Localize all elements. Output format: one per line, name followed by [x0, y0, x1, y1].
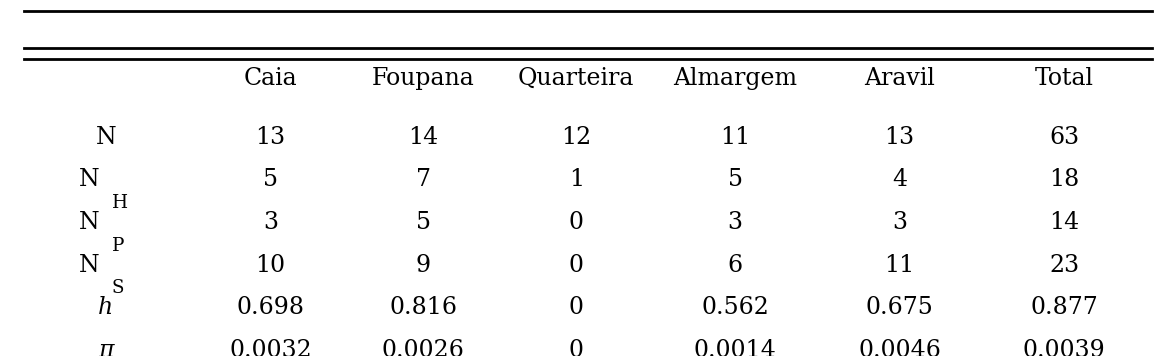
- Text: 3: 3: [728, 211, 742, 234]
- Text: Quarteira: Quarteira: [519, 67, 634, 90]
- Text: 63: 63: [1049, 126, 1080, 148]
- Text: 13: 13: [884, 126, 915, 148]
- Text: 0.562: 0.562: [701, 297, 769, 319]
- Text: Almargem: Almargem: [673, 67, 797, 90]
- Text: 0.0032: 0.0032: [229, 339, 312, 356]
- Text: Total: Total: [1035, 67, 1094, 90]
- Text: 10: 10: [255, 254, 286, 277]
- Text: 14: 14: [408, 126, 439, 148]
- Text: 7: 7: [416, 168, 430, 191]
- Text: π: π: [98, 339, 114, 356]
- Text: 0.698: 0.698: [236, 297, 305, 319]
- Text: 4: 4: [893, 168, 907, 191]
- Text: N: N: [79, 211, 100, 234]
- Text: 12: 12: [561, 126, 592, 148]
- Text: 0: 0: [569, 254, 583, 277]
- Text: 6: 6: [728, 254, 742, 277]
- Text: N: N: [95, 126, 116, 148]
- Text: P: P: [112, 237, 125, 255]
- Text: 0.0026: 0.0026: [382, 339, 465, 356]
- Text: Caia: Caia: [243, 67, 298, 90]
- Text: 11: 11: [884, 254, 915, 277]
- Text: H: H: [112, 194, 128, 212]
- Text: S: S: [112, 279, 125, 297]
- Text: Foupana: Foupana: [372, 67, 475, 90]
- Text: h: h: [99, 297, 113, 319]
- Text: 5: 5: [728, 168, 742, 191]
- Text: 0: 0: [569, 211, 583, 234]
- Text: 9: 9: [416, 254, 430, 277]
- Text: 11: 11: [720, 126, 750, 148]
- Text: 0: 0: [569, 297, 583, 319]
- Text: 13: 13: [255, 126, 286, 148]
- Text: 23: 23: [1049, 254, 1080, 277]
- Text: N: N: [79, 254, 100, 277]
- Text: 0.0046: 0.0046: [858, 339, 941, 356]
- Text: N: N: [79, 168, 100, 191]
- Text: 1: 1: [569, 168, 583, 191]
- Text: 5: 5: [416, 211, 430, 234]
- Text: 0: 0: [569, 339, 583, 356]
- Text: 0.0014: 0.0014: [694, 339, 776, 356]
- Text: 0.877: 0.877: [1030, 297, 1098, 319]
- Text: Aravil: Aravil: [864, 67, 935, 90]
- Text: 3: 3: [893, 211, 907, 234]
- Text: 5: 5: [263, 168, 278, 191]
- Text: 0.0039: 0.0039: [1023, 339, 1105, 356]
- Text: 14: 14: [1049, 211, 1080, 234]
- Text: 0.816: 0.816: [389, 297, 457, 319]
- Text: 3: 3: [263, 211, 278, 234]
- Text: 0.675: 0.675: [866, 297, 934, 319]
- Text: 18: 18: [1049, 168, 1080, 191]
